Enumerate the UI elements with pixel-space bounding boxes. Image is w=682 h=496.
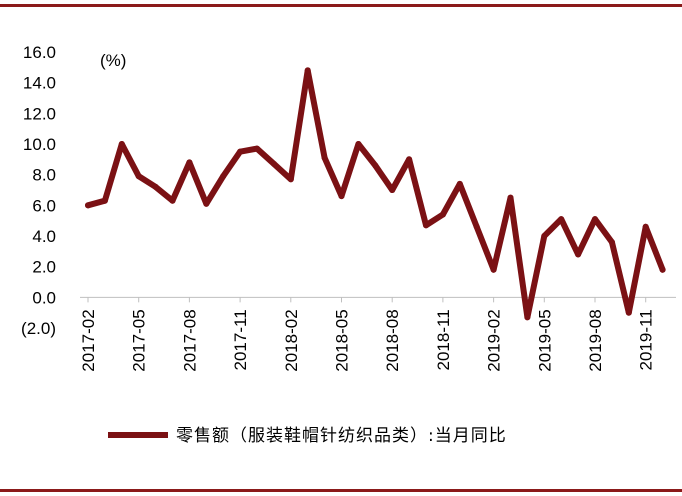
bottom-border xyxy=(0,489,682,492)
data-point xyxy=(186,159,193,166)
data-point xyxy=(558,216,565,223)
y-tick-label: 6.0 xyxy=(32,196,56,215)
data-point xyxy=(338,193,345,200)
x-tick-label: 2018-11 xyxy=(434,309,453,370)
legend: 零售额（服装鞋帽针纺织品类）:当月同比 xyxy=(108,426,507,446)
data-point xyxy=(355,141,362,147)
x-tick-label: 2019-11 xyxy=(637,309,656,370)
data-point xyxy=(406,156,413,163)
data-point xyxy=(507,194,514,201)
y-tick-label: 10.0 xyxy=(23,135,56,154)
data-point xyxy=(321,154,328,161)
data-point xyxy=(439,211,446,218)
data-point xyxy=(118,141,125,147)
data-point xyxy=(254,145,260,152)
data-point xyxy=(524,314,531,321)
series-line xyxy=(85,67,666,321)
data-point xyxy=(152,183,159,190)
y-tick-label: 14.0 xyxy=(23,74,56,93)
x-tick-label: 2018-02 xyxy=(282,309,301,371)
data-point xyxy=(423,222,429,229)
data-point xyxy=(237,148,244,155)
series-points xyxy=(85,67,666,321)
y-axis-ticks: 16.0 14.0 12.0 10.0 8.0 6.0 4.0 2.0 0.0 (2.0) xyxy=(21,43,56,338)
data-point xyxy=(541,233,548,239)
data-point xyxy=(642,223,649,230)
data-point xyxy=(389,187,396,193)
data-point xyxy=(372,162,379,169)
data-point xyxy=(592,216,598,223)
y-tick-label: 12.0 xyxy=(23,104,56,123)
x-axis-ticks: 2017-02 2017-05 2017-08 2017-11 2018-02 2018-… xyxy=(79,297,656,372)
data-point xyxy=(220,173,227,180)
x-tick-label: 2018-08 xyxy=(383,309,402,371)
x-tick-label: 2017-11 xyxy=(231,309,250,370)
data-point xyxy=(575,251,582,258)
x-tick-label: 2019-05 xyxy=(535,309,554,371)
legend-label: 零售额（服装鞋帽针纺织品类）:当月同比 xyxy=(176,426,507,446)
data-point xyxy=(490,266,497,273)
data-point xyxy=(287,176,294,183)
x-tick-label: 2018-05 xyxy=(333,309,352,371)
data-point xyxy=(659,266,666,273)
unit-label: (%) xyxy=(100,51,126,70)
y-tick-label: 2.0 xyxy=(32,258,56,277)
y-tick-label: 8.0 xyxy=(32,166,56,185)
y-tick-label: (2.0) xyxy=(21,319,56,338)
y-tick-label: 0.0 xyxy=(32,288,56,307)
data-point xyxy=(203,200,210,207)
data-point xyxy=(101,197,108,204)
top-border xyxy=(0,4,682,7)
data-point xyxy=(169,197,176,204)
y-tick-label: 16.0 xyxy=(23,43,56,62)
data-point xyxy=(473,223,480,230)
data-point xyxy=(270,160,277,167)
x-tick-label: 2017-05 xyxy=(130,309,149,371)
data-point xyxy=(304,67,311,74)
x-tick-label: 2019-08 xyxy=(586,309,605,371)
data-point xyxy=(625,309,632,316)
data-point xyxy=(85,202,91,209)
x-tick-label: 2017-08 xyxy=(180,309,199,371)
x-tick-label: 2017-02 xyxy=(79,309,98,371)
data-point xyxy=(135,173,142,180)
x-tick-label: 2019-02 xyxy=(485,309,504,371)
y-tick-label: 4.0 xyxy=(32,227,56,246)
data-point xyxy=(456,180,463,187)
data-point xyxy=(608,239,615,246)
